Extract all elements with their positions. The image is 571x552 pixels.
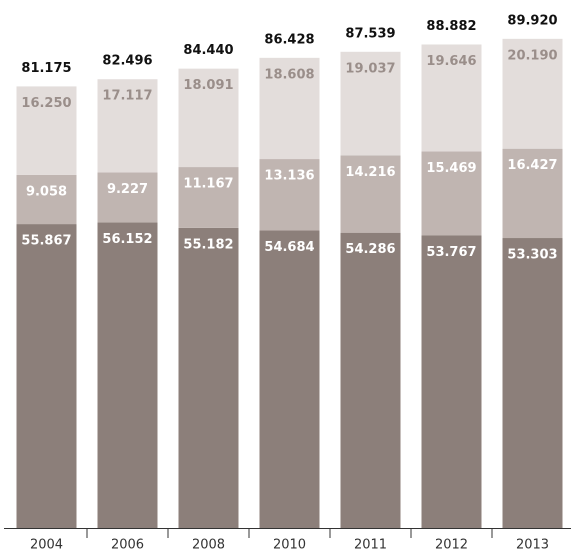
total-label: 82.496 [102, 54, 152, 69]
segment-label: 54.684 [264, 240, 314, 255]
bar-segment [16, 174, 77, 225]
bar-segment [97, 172, 158, 223]
segment-label: 53.303 [507, 248, 557, 263]
total-label: 84.440 [183, 43, 233, 58]
bar-segment [16, 224, 77, 528]
bar-segment [502, 148, 563, 239]
segment-label: 16.250 [21, 96, 71, 111]
bar-segment [340, 155, 401, 233]
bar-segment [97, 222, 158, 528]
x-tick-label: 2006 [111, 538, 144, 552]
segment-label: 55.182 [183, 237, 233, 252]
segment-label: 54.286 [345, 242, 395, 257]
bar-segment [16, 86, 77, 175]
segment-label: 11.167 [183, 177, 233, 192]
segment-label: 18.091 [183, 78, 233, 93]
x-tick-label: 2008 [192, 538, 225, 552]
bar-segment [178, 227, 239, 528]
x-tick-label: 2013 [516, 538, 549, 552]
bar-segment [178, 68, 239, 168]
segment-label: 53.767 [426, 245, 476, 260]
bar-segment [502, 238, 563, 528]
x-tick-label: 2012 [435, 538, 468, 552]
bar-segment [340, 51, 401, 156]
segment-label: 55.867 [21, 234, 71, 249]
segment-label: 20.190 [507, 48, 557, 63]
x-tick-label: 2004 [30, 538, 63, 552]
total-label: 87.539 [345, 26, 395, 41]
total-label: 88.882 [426, 19, 476, 34]
segment-label: 9.227 [107, 182, 148, 197]
x-tick-label: 2010 [273, 538, 306, 552]
segment-label: 19.037 [345, 61, 395, 76]
x-tick-label: 2011 [354, 538, 387, 552]
total-label: 81.175 [21, 61, 71, 76]
total-label: 89.920 [507, 13, 557, 28]
segment-label: 17.117 [102, 89, 152, 104]
bar-segment [421, 44, 482, 152]
bar-segment [502, 38, 563, 149]
segment-label: 13.136 [264, 169, 314, 184]
segment-label: 16.427 [507, 158, 557, 173]
bar-segment [340, 232, 401, 529]
segment-label: 56.152 [102, 232, 152, 247]
bar-segment [259, 230, 320, 528]
bar-segment [421, 151, 482, 236]
bar-segment [97, 79, 158, 173]
total-label: 86.428 [264, 32, 314, 47]
segment-label: 14.216 [345, 165, 395, 180]
bar-segment [259, 159, 320, 231]
segment-label: 19.646 [426, 54, 476, 69]
segment-label: 9.058 [26, 184, 67, 199]
segment-label: 18.608 [264, 67, 314, 82]
bar-segment [421, 235, 482, 529]
segment-label: 15.469 [426, 161, 476, 176]
bar-segment [178, 167, 239, 228]
bar-segment [259, 57, 320, 160]
